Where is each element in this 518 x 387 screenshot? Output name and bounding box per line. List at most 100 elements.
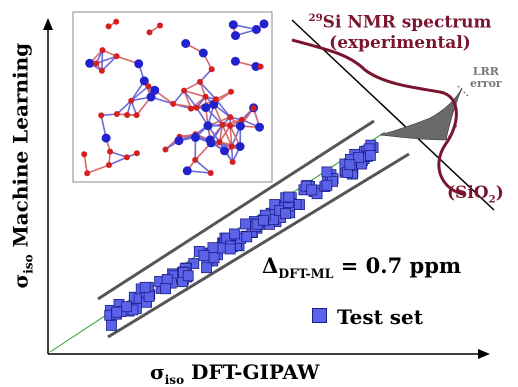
oxygen-atom bbox=[146, 29, 153, 36]
bond bbox=[199, 81, 217, 100]
test-set-point bbox=[240, 218, 251, 230]
oxygen-atom bbox=[208, 66, 215, 73]
test-set-point bbox=[208, 252, 220, 264]
bond bbox=[130, 85, 149, 102]
oxygen-atom bbox=[170, 100, 177, 107]
sio2-network bbox=[81, 18, 269, 177]
oxygen-atom bbox=[81, 151, 88, 158]
oxygen-atom bbox=[93, 60, 100, 67]
oxygen-atom bbox=[107, 148, 114, 155]
oxygen-atom bbox=[84, 170, 91, 177]
oxygen-atom bbox=[123, 154, 130, 161]
oxygen-atom bbox=[228, 88, 234, 95]
test-set-point bbox=[201, 262, 212, 274]
oxygen-atom bbox=[113, 111, 120, 117]
bond bbox=[101, 55, 118, 72]
bond bbox=[96, 55, 117, 65]
bond bbox=[215, 98, 231, 118]
spectrum-baseline bbox=[291, 19, 495, 211]
y-axis-arrow bbox=[43, 18, 53, 30]
test-set-point bbox=[344, 159, 356, 171]
test-set-point bbox=[280, 208, 292, 219]
bond bbox=[183, 81, 201, 92]
oxygen-atom bbox=[192, 156, 199, 163]
silicon-atom bbox=[182, 166, 192, 176]
bond bbox=[83, 154, 88, 174]
oxygen-atom bbox=[181, 87, 188, 94]
test-set-point bbox=[321, 179, 333, 191]
silicon-atom bbox=[251, 62, 261, 71]
silicon-atom bbox=[191, 132, 200, 142]
test-set-point bbox=[283, 191, 295, 203]
silicon-atom bbox=[174, 136, 184, 146]
test-set-point bbox=[182, 270, 194, 282]
silicon-atom bbox=[85, 58, 95, 68]
lrr-error-label: LRR error bbox=[470, 65, 502, 90]
silicon-atom bbox=[231, 31, 240, 41]
oxygen-atom bbox=[197, 78, 203, 85]
oxygen-atom bbox=[227, 122, 234, 129]
silicon-atom bbox=[134, 59, 144, 69]
x-axis-label: σiso DFT-GIPAW bbox=[150, 360, 320, 387]
test-set-point bbox=[352, 151, 364, 163]
oxygen-atom bbox=[113, 53, 120, 60]
bond bbox=[116, 100, 132, 115]
silicon-atom bbox=[230, 56, 240, 66]
silicon-atom bbox=[235, 142, 245, 151]
oxygen-atom bbox=[113, 18, 120, 25]
silicon-atom bbox=[150, 85, 160, 95]
silicon-atom bbox=[146, 92, 156, 102]
silicon-atom bbox=[201, 103, 211, 113]
silicon-atom bbox=[259, 19, 269, 29]
silicon-atom bbox=[235, 121, 245, 131]
bond bbox=[108, 156, 128, 166]
silicon-atom bbox=[181, 39, 191, 48]
silicon-atom bbox=[251, 25, 261, 34]
oxygen-atom bbox=[228, 143, 235, 150]
oxygen-atom bbox=[219, 121, 226, 128]
x-axis-arrow bbox=[478, 349, 490, 359]
oxygen-atom bbox=[133, 150, 140, 157]
test-set-point bbox=[306, 184, 318, 196]
oxygen-atom bbox=[157, 22, 163, 29]
oxygen-atom bbox=[145, 83, 152, 90]
structure-inset bbox=[72, 11, 273, 183]
silicon-atom bbox=[255, 122, 264, 132]
bond bbox=[222, 119, 243, 126]
test-set-point bbox=[160, 283, 172, 295]
oxygen-atom bbox=[128, 97, 135, 104]
y-axis-label: σiso Machine Learning bbox=[8, 42, 36, 289]
bond bbox=[183, 90, 198, 109]
test-set-point bbox=[207, 242, 219, 254]
bond bbox=[101, 50, 104, 71]
oxygen-atom bbox=[202, 93, 209, 100]
bond bbox=[86, 164, 110, 175]
bond bbox=[221, 124, 233, 147]
test-set-point bbox=[143, 290, 155, 302]
bond bbox=[218, 125, 231, 143]
delta-annotation: ΔDFT-ML = 0.7 ppm bbox=[262, 253, 462, 282]
lrr-error-distribution bbox=[379, 87, 463, 141]
oxygen-atom bbox=[257, 63, 264, 70]
oxygen-atom bbox=[216, 139, 223, 145]
oxygen-atom bbox=[98, 67, 105, 74]
test-set-point bbox=[121, 301, 132, 313]
oxygen-atom bbox=[207, 170, 214, 176]
upper-error-band bbox=[97, 119, 375, 301]
oxygen-atom bbox=[188, 105, 194, 112]
oxygen-atom bbox=[250, 105, 257, 112]
test-set-point bbox=[106, 319, 117, 331]
oxygen-atom bbox=[133, 112, 140, 119]
inset-frame bbox=[72, 11, 273, 183]
legend-label: Test set bbox=[337, 305, 423, 329]
test-set-point bbox=[364, 150, 376, 161]
oxygen-atom bbox=[193, 104, 200, 111]
oxygen-atom bbox=[99, 47, 106, 54]
oxygen-atom bbox=[98, 112, 105, 119]
silicon-atom bbox=[206, 138, 216, 148]
test-set-markers bbox=[104, 139, 379, 331]
test-set-point bbox=[229, 228, 240, 240]
oxygen-atom bbox=[124, 112, 131, 118]
oxygen-atom bbox=[227, 114, 234, 121]
